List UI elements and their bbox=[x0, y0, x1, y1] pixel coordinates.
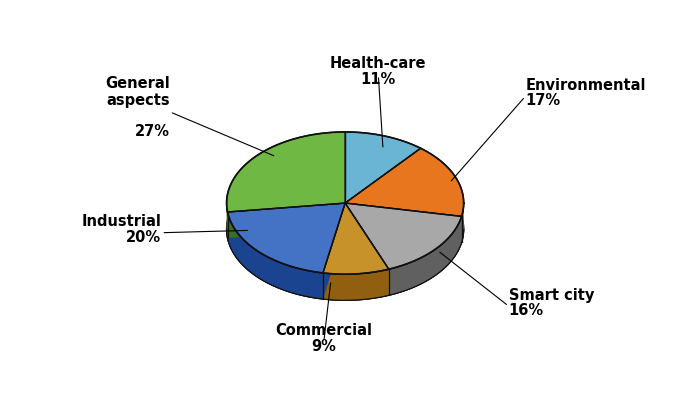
Text: Commercial: Commercial bbox=[275, 323, 372, 338]
Polygon shape bbox=[227, 212, 323, 299]
Polygon shape bbox=[227, 203, 345, 273]
Polygon shape bbox=[227, 203, 345, 238]
Polygon shape bbox=[345, 203, 389, 295]
Polygon shape bbox=[227, 132, 345, 212]
Text: Smart city: Smart city bbox=[509, 288, 594, 303]
Text: Health-care: Health-care bbox=[330, 56, 427, 71]
Text: Industrial: Industrial bbox=[82, 214, 162, 229]
Text: 9%: 9% bbox=[312, 339, 336, 354]
Polygon shape bbox=[323, 203, 345, 299]
Polygon shape bbox=[323, 269, 389, 300]
Polygon shape bbox=[345, 148, 464, 216]
Polygon shape bbox=[462, 204, 464, 242]
Text: 17%: 17% bbox=[525, 93, 560, 108]
Text: 27%: 27% bbox=[135, 124, 170, 139]
Text: General
aspects: General aspects bbox=[105, 76, 170, 108]
Polygon shape bbox=[345, 132, 421, 203]
Text: 16%: 16% bbox=[509, 303, 544, 318]
Text: 20%: 20% bbox=[126, 230, 162, 244]
Text: 11%: 11% bbox=[361, 72, 396, 87]
Polygon shape bbox=[345, 203, 462, 269]
Polygon shape bbox=[227, 203, 345, 238]
Polygon shape bbox=[345, 203, 389, 295]
Polygon shape bbox=[345, 203, 462, 242]
Polygon shape bbox=[227, 158, 464, 300]
Polygon shape bbox=[323, 203, 389, 274]
Polygon shape bbox=[345, 203, 462, 242]
Polygon shape bbox=[323, 203, 345, 299]
Polygon shape bbox=[389, 216, 462, 295]
Text: Environmental: Environmental bbox=[525, 78, 646, 93]
